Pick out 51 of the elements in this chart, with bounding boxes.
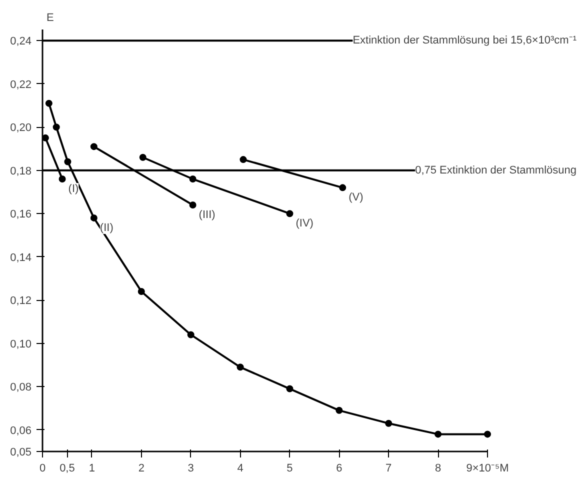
- point: [240, 156, 247, 164]
- point: [336, 406, 343, 414]
- x-tick-label: 5: [286, 462, 293, 474]
- point: [90, 214, 98, 222]
- point: [434, 430, 442, 438]
- point: [236, 364, 244, 371]
- point: [286, 385, 294, 392]
- point: [45, 100, 52, 107]
- ref-line-label: 0,75 Extinktion der Stammlösung: [415, 164, 577, 176]
- annotation: (IV): [296, 218, 314, 230]
- y-tick-label: 0,22: [10, 78, 32, 91]
- x-tick-label: 4: [237, 462, 244, 474]
- point: [187, 331, 194, 338]
- annotation: (V): [348, 192, 364, 204]
- y-tick-label: 0,08: [10, 382, 32, 394]
- x-tick-label: 6: [336, 462, 342, 474]
- y-tick-label: 0,20: [10, 122, 32, 134]
- x-tick-label: 3: [188, 462, 194, 474]
- point: [52, 124, 60, 131]
- y-tick-label: 0,24: [10, 36, 32, 48]
- point: [64, 158, 72, 166]
- point: [139, 154, 146, 161]
- x-tick-label: 0: [39, 462, 46, 474]
- y-tick-label: 0,18: [10, 165, 32, 178]
- y-tick-label: 0,12: [10, 295, 32, 308]
- point: [286, 210, 294, 218]
- x-tick-label: 0,5: [60, 462, 75, 474]
- x-tick-label: 1: [88, 462, 96, 474]
- annotation: (II): [100, 222, 114, 234]
- y-tick-label: 0,16: [10, 208, 32, 221]
- point: [484, 430, 491, 438]
- x-tick-label: 9×10⁻⁵M: [466, 462, 509, 474]
- point: [42, 134, 49, 142]
- x-tick-label: 2: [138, 462, 144, 474]
- annotation: (III): [198, 208, 216, 221]
- x-tick-label: 7: [386, 462, 392, 474]
- annotation: (I): [68, 183, 79, 196]
- y-tick-label: 0,05: [10, 446, 32, 458]
- y-axis-title: E: [46, 12, 54, 24]
- point: [189, 176, 196, 183]
- ref-line-label: Extinktion der Stammlösung bei 15,6×10³cm⁻¹: [352, 34, 577, 47]
- y-tick-label: 0,10: [10, 338, 32, 350]
- y-tick-label: 0,14: [10, 252, 32, 264]
- point: [339, 184, 346, 192]
- point: [385, 420, 392, 427]
- point: [138, 288, 145, 295]
- point: [189, 201, 196, 208]
- x-tick-label: 8: [434, 462, 442, 474]
- point: [58, 176, 66, 183]
- point: [90, 143, 98, 150]
- y-tick-label: 0,06: [10, 424, 32, 437]
